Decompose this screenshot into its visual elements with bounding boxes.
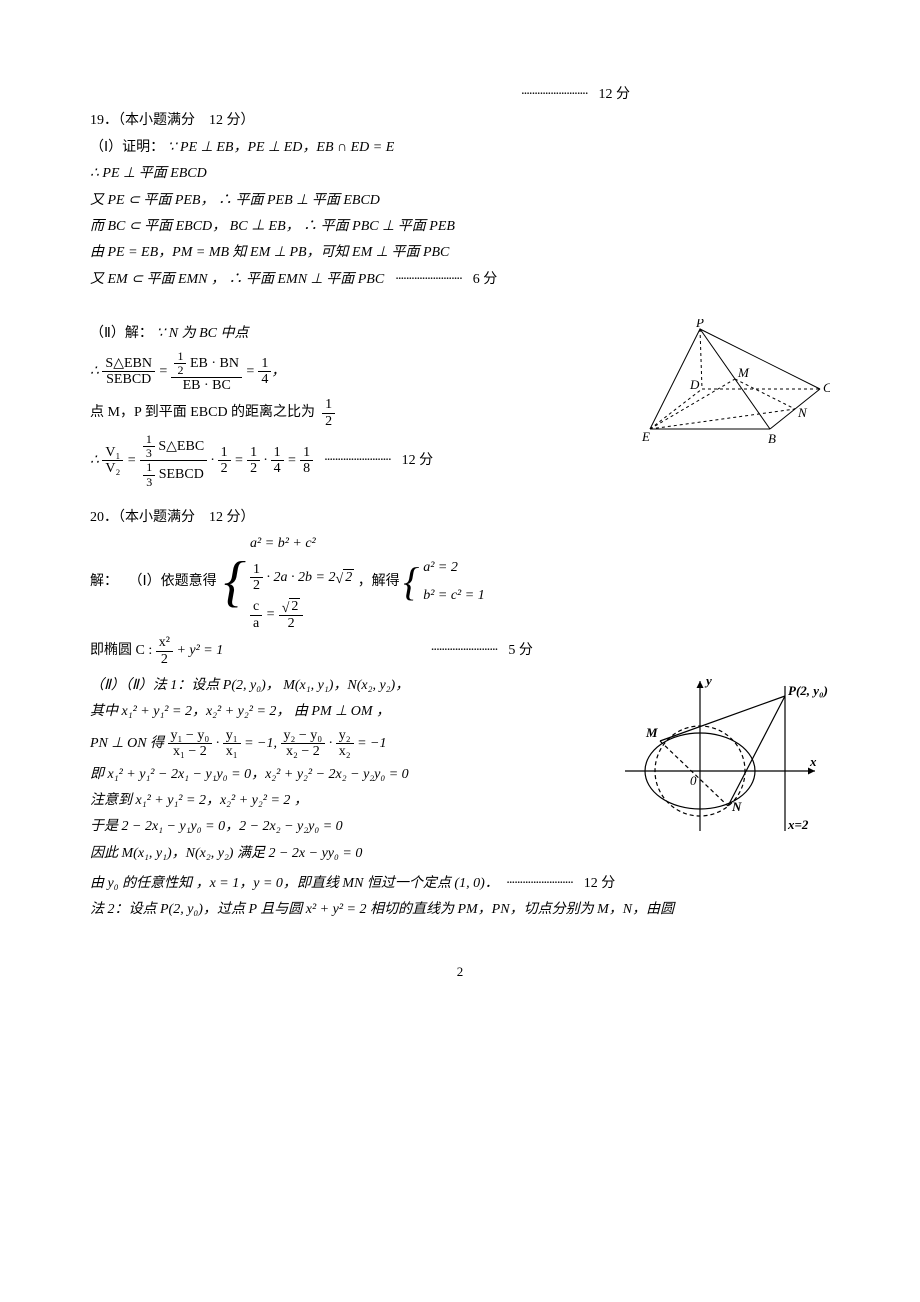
q19-l6: 又 EM ⊂ 平面 EMN ， ∴ 平面 EMN ⊥ 平面 PBC 6 分	[90, 269, 830, 291]
dots	[430, 643, 505, 658]
svg-text:M: M	[737, 365, 750, 380]
q19-l4: 而 BC ⊂ 平面 EBCD， BC ⊥ EB， ∴ 平面 PBC ⊥ 平面 P…	[90, 216, 830, 238]
q19-dist: 点 M，P 到平面 EBCD 的距离之比为 1 2	[90, 397, 610, 429]
q20-ellipse: 即椭圆 C : x²2 + y² = 1 5 分	[90, 635, 830, 667]
svg-text:x: x	[809, 754, 817, 769]
q20-p2-label: （Ⅱ）（Ⅱ）法 1：设点 P(2, y₀)， M(x₁, y₁)，N(x₂, y…	[90, 675, 600, 697]
q20-p2-l2: 其中 x₁² + y₁² = 2，x₂² + y₂² = 2， 由 PM ⊥ O…	[90, 701, 600, 723]
q19-l3: 又 PE ⊂ 平面 PEB， ∴ 平面 PEB ⊥ 平面 EBCD	[90, 190, 830, 212]
q20-p2-l7: 因此 M(x₁, y₁)，N(x₂, y₂) 满足 2 − 2x − yy₀ =…	[90, 843, 600, 865]
q19-l5: 由 PE = EB，PM = MB 知 EM ⊥ PB，可知 EM ⊥ 平面 P…	[90, 242, 830, 264]
svg-text:M: M	[645, 725, 658, 740]
svg-text:B: B	[768, 431, 776, 446]
q19-part2-row: （Ⅱ）解： ∵ N 为 BC 中点 ∴ S△EBN SEBCD = 1 2 EB…	[90, 319, 830, 493]
q20-method2: 法 2：设点 P(2, y₀)，过点 P 且与圆 x² + y² = 2 相切的…	[90, 899, 830, 921]
q19-l6a: 又 EM ⊂ 平面 EMN ， ∴ 平面 EMN ⊥ 平面 PBC	[90, 272, 384, 287]
q20-header: 20．（本小题满分 12 分）	[90, 507, 830, 529]
q19-header: 19．（本小题满分 12 分）	[90, 110, 830, 132]
q19-p2-label: （Ⅱ）解：	[90, 326, 153, 341]
q19-area-frac: ∴ S△EBN SEBCD = 1 2 EB · BN EB · BC = 1	[90, 350, 610, 394]
svg-text:E: E	[641, 429, 650, 444]
svg-text:C: C	[823, 380, 830, 395]
q20-part2-row: （Ⅱ）（Ⅱ）法 1：设点 P(2, y₀)， M(x₁, y₁)，N(x₂, y…	[90, 671, 830, 869]
q19-figure: P D M C N E B	[630, 319, 830, 459]
svg-text:N: N	[797, 405, 808, 420]
dots	[520, 87, 595, 102]
q19-l2: ∴ PE ⊥ 平面 EBCD	[90, 163, 830, 185]
q20-p2-l8: 由 y₀ 的任意性知 ，x = 1，y = 0，即直线 MN 恒过一个定点 (1…	[90, 873, 830, 895]
page-number: 2	[90, 962, 830, 983]
q20-p2-l3: PN ⊥ ON 得 y₁ − y₀x₁ − 2 · y₁x₁ = −1, y₂ …	[90, 728, 600, 760]
top-score-note: 12 分	[90, 84, 830, 106]
dots	[506, 876, 581, 891]
q19-p2-l1t: ∵ N 为 BC 中点	[156, 326, 248, 341]
svg-text:y: y	[704, 673, 712, 688]
svg-text:P: P	[695, 319, 704, 330]
q19-p2-l1: （Ⅱ）解： ∵ N 为 BC 中点	[90, 323, 610, 345]
q19-p1-label: （Ⅰ）证明：	[90, 140, 164, 155]
q20-p2-l5: 注意到 x₁² + y₁² = 2，x₂² + y₂² = 2 ，	[90, 790, 600, 812]
q19-l6-score: 6 分	[473, 272, 498, 287]
q20-figure: y x 0 M N P(2, y₀) x=2	[620, 671, 830, 841]
q20-p2-l4: 即 x₁² + y₁² − 2x₁ − y₁y₀ = 0，x₂² + y₂² −…	[90, 764, 600, 786]
q20-p1: 解： （Ⅰ）依题意得 { a² = b² + c² 12 · 2a · 2b =…	[90, 533, 830, 631]
q20-p2-l6: 于是 2 − 2x₁ − y₁y₀ = 0，2 − 2x₂ − y₂y₀ = 0	[90, 816, 600, 838]
svg-text:N: N	[731, 799, 742, 814]
q19-l1: ∵ PE ⊥ EB，PE ⊥ ED，EB ∩ ED = E	[168, 140, 395, 155]
dots	[324, 453, 399, 468]
q19-vol: ∴ V₁ V₂ = 1 3 S△EBC 1 3	[90, 433, 610, 489]
svg-text:P(2, y₀): P(2, y₀)	[788, 683, 828, 698]
dots	[395, 272, 470, 287]
top-score-text: 12 分	[599, 87, 631, 102]
svg-text:0: 0	[690, 773, 697, 788]
q19-p1-l1: （Ⅰ）证明： ∵ PE ⊥ EB，PE ⊥ ED，EB ∩ ED = E	[90, 137, 830, 159]
svg-text:D: D	[689, 377, 700, 392]
svg-text:x=2: x=2	[787, 817, 809, 832]
